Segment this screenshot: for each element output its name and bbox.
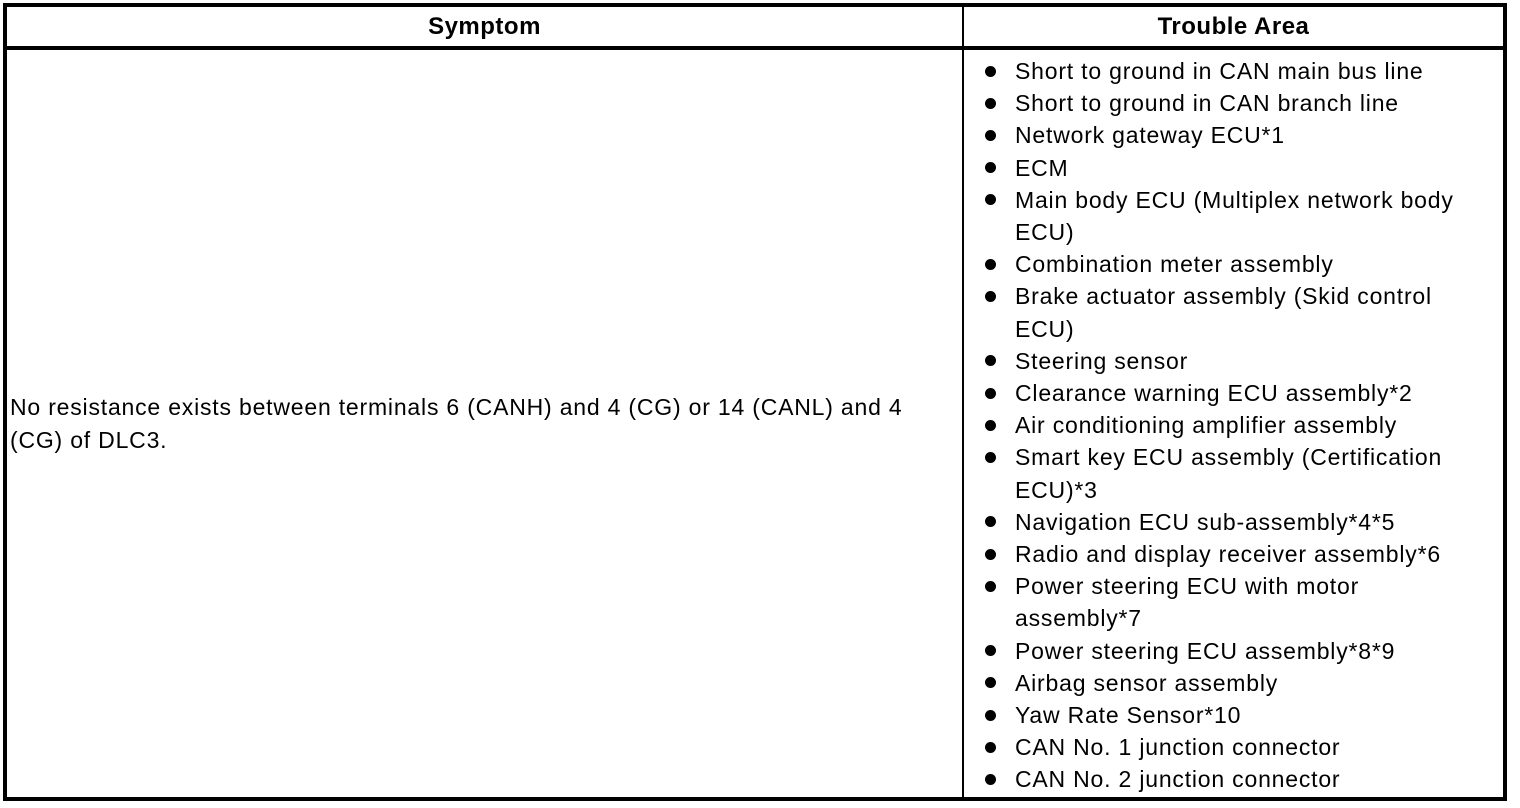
bullet-icon [985,645,996,657]
trouble-area-item-label: Radio and display receiver assembly*6 [1015,541,1441,568]
trouble-area-item: Short to ground in CAN main bus line [985,55,1470,87]
bullet-icon [985,709,996,721]
trouble-area-item: ECM [985,152,1470,184]
trouble-area-cell: Short to ground in CAN main bus line Shor… [964,50,1503,797]
bullet-icon [985,580,996,592]
trouble-area-item: Combination meter assembly [985,248,1470,280]
bullet-icon [985,741,996,753]
bullet-icon [985,387,996,399]
symptom-trouble-area-table: Symptom Trouble Area No resistance exist… [3,3,1507,801]
bullet-icon [985,677,996,689]
symptom-text: No resistance exists between terminals 6… [10,394,903,453]
trouble-area-item-label: Airbag sensor assembly [1015,669,1279,696]
trouble-area-item-label: CAN No. 1 junction connector [1015,734,1341,761]
trouble-area-item-label: Yaw Rate Sensor*10 [1015,702,1242,729]
trouble-area-item: Radio and display receiver assembly*6 [985,538,1470,570]
trouble-area-item-label: CAN No. 2 junction connector [1015,766,1341,793]
trouble-area-item: Yaw Rate Sensor*10 [985,699,1470,731]
symptom-cell: No resistance exists between terminals 6… [7,50,964,797]
trouble-area-item-label: Steering sensor [1015,347,1189,374]
trouble-area-item: Network gateway ECU*1 [985,119,1470,151]
trouble-area-item: Navigation ECU sub-assembly*4*5 [985,506,1470,538]
trouble-area-item-label: Smart key ECU assembly (Certification EC… [1015,444,1443,503]
bullet-icon [985,97,996,109]
trouble-area-item-label: Brake actuator assembly (Skid control EC… [1015,283,1432,342]
trouble-area-item-label: Combination meter assembly [1015,251,1334,278]
trouble-area-item-label: ECM [1015,154,1069,181]
symptom-column-header: Symptom [7,7,964,50]
bullet-icon [985,774,996,786]
trouble-area-item-label: Clearance warning ECU assembly*2 [1015,380,1413,407]
trouble-area-item: Power steering ECU with motor assembly*7 [985,570,1470,634]
trouble-area-column-header: Trouble Area [964,7,1503,50]
bullet-icon [985,65,996,77]
bullet-icon [985,452,996,464]
bullet-icon [985,162,996,174]
trouble-area-item: Main body ECU (Multiplex network body EC… [985,184,1470,248]
trouble-area-item: Clearance warning ECU assembly*2 [985,377,1470,409]
bullet-icon [985,516,996,528]
trouble-area-item: Air conditioning amplifier assembly [985,409,1470,441]
bullet-icon [985,130,996,141]
bullet-icon [985,548,996,560]
trouble-area-item: Smart key ECU assembly (Certification EC… [985,441,1470,505]
trouble-area-item-label: Short to ground in CAN branch line [1015,90,1399,117]
trouble-area-item-label: Power steering ECU assembly*8*9 [1015,637,1396,664]
trouble-area-item: Power steering ECU assembly*8*9 [985,635,1470,667]
trouble-area-item: Short to ground in CAN branch line [985,87,1470,119]
bullet-icon [985,355,996,367]
trouble-area-item: Steering sensor [985,345,1470,377]
bullet-icon [985,194,996,206]
trouble-area-item: CAN No. 1 junction connector [985,731,1470,763]
trouble-area-item-label: Main body ECU (Multiplex network body EC… [1015,186,1454,246]
bullet-icon [985,291,996,303]
trouble-area-item-label: Network gateway ECU*1 [1015,122,1285,149]
trouble-area-item: Airbag sensor assembly [985,667,1470,699]
trouble-area-list: Short to ground in CAN main bus line Shor… [985,55,1470,796]
bullet-icon [985,419,996,431]
bullet-icon [985,258,996,270]
trouble-area-item-label: Short to ground in CAN main bus line [1015,58,1424,84]
trouble-area-item-label: Power steering ECU with motor assembly*7 [1015,573,1360,632]
trouble-area-item-label: Air conditioning amplifier assembly [1015,412,1398,439]
trouble-area-item: Brake actuator assembly (Skid control EC… [985,280,1470,344]
trouble-area-item: CAN No. 2 junction connector [985,763,1470,795]
trouble-area-item-label: Navigation ECU sub-assembly*4*5 [1015,508,1396,535]
